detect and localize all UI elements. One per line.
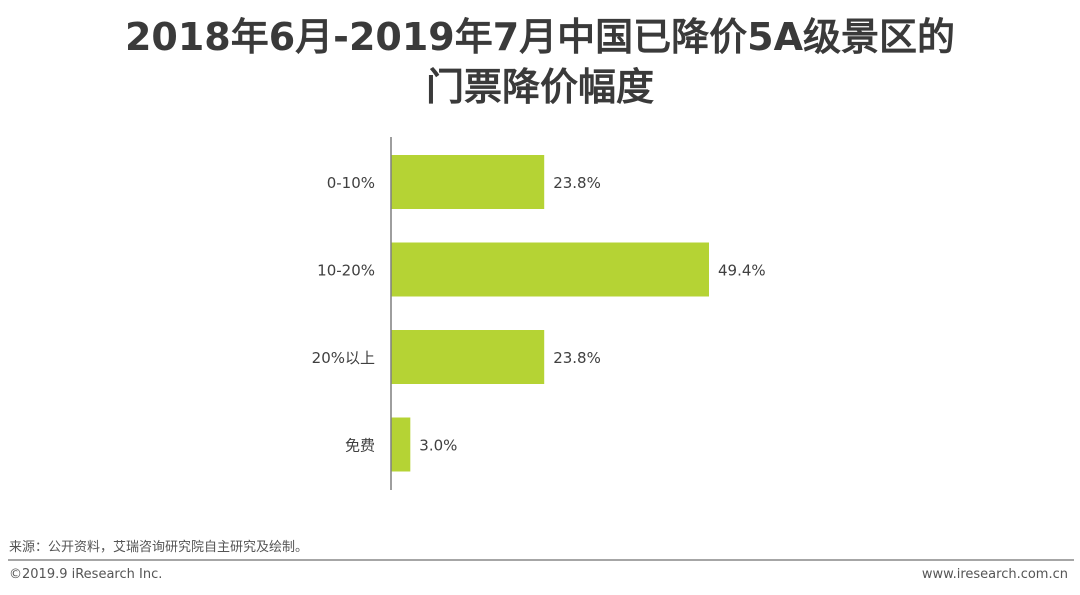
footer-divider — [8, 559, 1074, 561]
data-label-2: 23.8% — [553, 349, 601, 367]
chart-title-line-1: 2018年6月-2019年7月中国已降价5A级景区的 — [124, 15, 956, 59]
website-link[interactable]: www.iresearch.com.cn — [921, 567, 1068, 582]
data-label-3: 3.0% — [419, 437, 457, 455]
bar-3 — [391, 417, 411, 472]
source-note: 来源：公开资料，艾瑞咨询研究院自主研究及绘制。 — [9, 540, 309, 555]
chart-title: 2018年6月-2019年7月中国已降价5A级景区的 门票降价幅度 — [0, 12, 1080, 112]
data-label-1: 49.4% — [718, 262, 766, 280]
category-label-3: 免费 — [345, 437, 375, 455]
bar-2 — [391, 330, 545, 384]
chart-title-line-2: 门票降价幅度 — [425, 65, 654, 109]
category-label-0: 0-10% — [327, 174, 375, 192]
copyright-text: ©2019.9 iResearch Inc. — [9, 567, 163, 582]
bars: 0-10% 23.8% 10-20% 49.4% 20%以上 23.8% 免费 3.0% — [312, 155, 766, 472]
category-label-2: 20%以上 — [312, 349, 375, 367]
data-label-0: 23.8% — [553, 174, 601, 192]
bar-0 — [391, 155, 545, 209]
bar-chart: 0-10% 23.8% 10-20% 49.4% 20%以上 23.8% 免费 3.0% — [312, 137, 766, 490]
category-label-1: 10-20% — [317, 262, 375, 280]
bar-1 — [391, 242, 709, 297]
